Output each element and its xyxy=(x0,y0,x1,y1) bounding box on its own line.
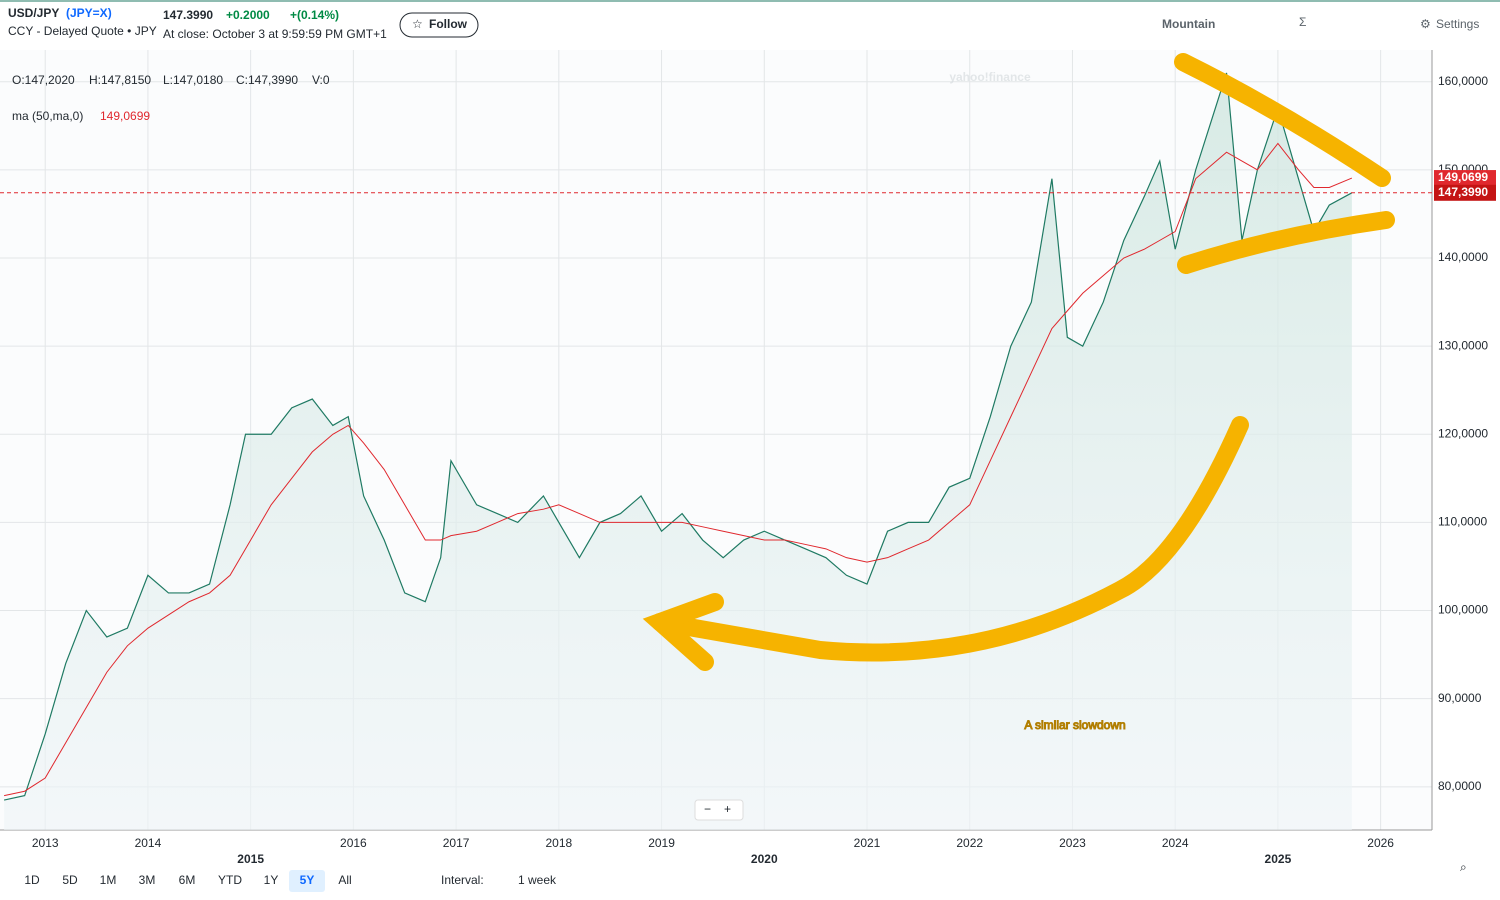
change: +0.2000 xyxy=(226,8,270,22)
zoom-out[interactable]: − xyxy=(704,802,711,816)
y-tick-label: 80,0000 xyxy=(1438,779,1482,793)
x-tick-label: 2021 xyxy=(854,836,881,850)
close-time: At close: October 3 at 9:59:59 PM GMT+1 xyxy=(163,27,387,41)
ma-tag xyxy=(1434,170,1496,187)
line xyxy=(3,72,1353,801)
x-tick-label: 2022 xyxy=(956,836,983,850)
interval[interactable]: 1 week xyxy=(518,873,557,887)
ticker: (JPY=X) xyxy=(66,6,112,20)
line xyxy=(4,142,1353,797)
range-button[interactable]: All xyxy=(338,873,351,887)
settings-icon: ⚙ xyxy=(1420,17,1431,31)
ohlc: H:147,8150 xyxy=(89,73,151,87)
change-pct: +(0.14%) xyxy=(290,8,339,22)
ma-tag-label: 149,0699 xyxy=(1438,170,1488,184)
y-tick-label: 120,0000 xyxy=(1438,426,1488,440)
x-tick-label: 2016 xyxy=(340,836,367,850)
x-tick-label: 2020 xyxy=(751,852,778,866)
price: 147.3990 xyxy=(163,8,213,22)
star-icon: ☆ xyxy=(412,17,423,31)
settings[interactable]: Settings xyxy=(1436,17,1479,31)
y-tick-label: 110,0000 xyxy=(1438,515,1487,529)
x-tick-label: 2015 xyxy=(237,852,264,866)
interval-label: Interval: xyxy=(441,873,484,887)
x-tick-label: 2025 xyxy=(1265,852,1292,866)
range-button[interactable]: 5D xyxy=(62,873,78,887)
x-tick-label: 2026 xyxy=(1367,836,1394,850)
ohlc: L:147,0180 xyxy=(163,73,223,87)
range-button[interactable]: 5Y xyxy=(300,873,315,887)
symbol: USD/JPY xyxy=(8,6,59,20)
zoom-in[interactable]: + xyxy=(724,802,731,816)
watermark: yahoo!finance xyxy=(949,70,1031,84)
legend-value: 149,0699 xyxy=(100,109,150,123)
ohlc: C:147,3990 xyxy=(236,73,298,87)
zoom-control[interactable] xyxy=(694,799,744,821)
range-button[interactable]: YTD xyxy=(218,873,242,887)
y-tick-label: 160,0000 xyxy=(1438,74,1488,88)
y-tick-label: 140,0000 xyxy=(1438,250,1488,264)
range-button[interactable]: 1M xyxy=(100,873,117,887)
range-button[interactable]: 3M xyxy=(139,873,156,887)
x-tick-label: 2014 xyxy=(135,836,162,850)
range-active xyxy=(289,870,325,892)
y-tick-label: 100,0000 xyxy=(1438,603,1488,617)
zoom-icon[interactable]: ⌕ xyxy=(1460,860,1467,874)
x-tick-label: 2024 xyxy=(1162,836,1189,850)
x-tick-label: 2013 xyxy=(32,836,59,850)
timezone[interactable]: Mountain xyxy=(1162,17,1215,31)
range-button[interactable]: 1D xyxy=(24,873,40,887)
ohlc: V:0 xyxy=(312,73,330,87)
x-tick-label: 2018 xyxy=(545,836,572,850)
x-tick-label: 2017 xyxy=(443,836,470,850)
subtitle: CCY - Delayed Quote • JPY xyxy=(8,24,157,38)
follow-label[interactable]: Follow xyxy=(429,17,468,31)
indicator-icon[interactable]: Σ xyxy=(1299,15,1306,29)
x-tick-label: 2023 xyxy=(1059,836,1086,850)
y-tick-label: 90,0000 xyxy=(1438,691,1482,705)
y-tick-label: 130,0000 xyxy=(1438,338,1488,352)
range-button[interactable]: 6M xyxy=(179,873,196,887)
x-tick-label: 2019 xyxy=(648,836,675,850)
price-tag-label: 147,3990 xyxy=(1438,185,1488,199)
annotation-arrows xyxy=(642,53,1395,671)
follow-button[interactable] xyxy=(399,12,479,38)
price-tag xyxy=(1434,184,1496,201)
range-button[interactable]: 1Y xyxy=(264,873,279,887)
annotation: A similar slowdown xyxy=(1024,718,1125,732)
legend-entry: ma (50,ma,0) xyxy=(12,109,83,123)
ohlc: O:147,2020 xyxy=(12,73,75,87)
